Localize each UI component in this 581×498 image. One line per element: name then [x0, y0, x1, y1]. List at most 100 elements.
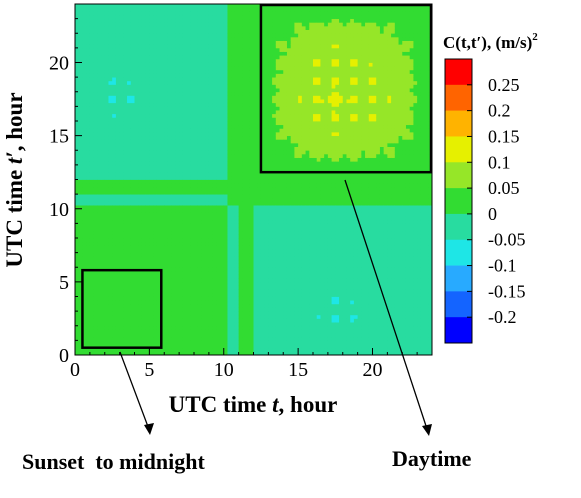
heatmap-cell — [182, 88, 187, 93]
heatmap-cell — [260, 248, 266, 254]
heatmap-cell — [234, 128, 240, 133]
heatmap-cell — [186, 80, 191, 85]
heatmap-cell — [238, 142, 243, 147]
heatmap-cell — [164, 161, 169, 166]
heatmap-cell — [141, 66, 147, 71]
heatmap-cell — [205, 113, 210, 118]
heatmap-cell — [194, 164, 199, 169]
heatmap-cell — [82, 194, 87, 199]
heatmap-cell — [97, 351, 102, 355]
heatmap-cell — [257, 110, 262, 115]
heatmap-cell — [101, 259, 106, 264]
heatmap-cell — [242, 175, 247, 180]
heatmap-cell — [153, 84, 158, 89]
heatmap-cell — [253, 14, 258, 20]
heatmap-cell — [242, 252, 247, 257]
heatmap-cell — [101, 51, 106, 56]
heatmap-cell — [82, 216, 87, 221]
heatmap-cell — [194, 146, 199, 151]
heatmap-cell — [130, 256, 135, 261]
heatmap-cell — [141, 172, 147, 177]
heatmap-cell — [231, 161, 236, 166]
heatmap-cell — [93, 278, 98, 283]
heatmap-cell — [249, 351, 254, 355]
heatmap-cell — [82, 329, 87, 334]
heatmap-cell — [123, 208, 128, 213]
heatmap-cell — [78, 292, 83, 297]
heatmap-cell — [97, 91, 102, 96]
heatmap-cell — [119, 289, 124, 294]
heatmap-cell — [89, 18, 94, 23]
heatmap-cell — [234, 219, 240, 224]
heatmap-cell — [149, 205, 154, 210]
heatmap-cell — [201, 190, 206, 195]
heatmap-cell — [104, 84, 109, 89]
heatmap-cell — [231, 270, 236, 275]
heatmap-cell — [75, 270, 80, 275]
heatmap-cell — [78, 212, 83, 217]
heatmap-cell — [227, 14, 232, 20]
heatmap-cell — [82, 197, 87, 202]
heatmap-cell — [167, 201, 173, 206]
heatmap-cell — [242, 131, 247, 137]
heatmap-cell — [119, 36, 124, 41]
heatmap-cell — [101, 212, 106, 217]
heatmap-cell — [234, 205, 240, 210]
heatmap-cell — [108, 110, 113, 115]
heatmap-cell — [134, 314, 139, 319]
heatmap-cell — [186, 95, 191, 100]
heatmap-cell — [75, 212, 80, 217]
heatmap-cell — [138, 51, 143, 56]
heatmap-cell — [75, 150, 80, 155]
heatmap-cell — [246, 300, 251, 305]
heatmap-cell — [223, 197, 228, 202]
heatmap-cells — [75, 4, 432, 355]
heatmap-cell — [112, 73, 117, 78]
heatmap-cell — [75, 175, 80, 180]
heatmap-cell — [238, 150, 243, 155]
heatmap-cell — [264, 351, 269, 355]
heatmap-cell — [249, 197, 254, 202]
heatmap-cell — [182, 234, 187, 239]
heatmap-cell — [231, 252, 236, 257]
heatmap-cell — [227, 124, 232, 129]
heatmap-cell — [257, 300, 262, 305]
heatmap-cell — [134, 190, 139, 195]
heatmap-cell — [75, 62, 80, 67]
heatmap-cell — [223, 329, 228, 334]
heatmap-cell — [231, 227, 236, 232]
heatmap-cell — [167, 153, 173, 158]
heatmap-cell — [179, 29, 184, 34]
heatmap-cell — [242, 69, 247, 74]
heatmap-cell — [201, 296, 206, 301]
heatmap-cell — [208, 314, 213, 319]
heatmap-cell — [149, 161, 154, 166]
heatmap-cell — [153, 33, 158, 38]
heatmap-cell — [227, 110, 232, 115]
heatmap-cell — [190, 44, 195, 49]
heatmap-cell — [164, 172, 169, 177]
heatmap-cell — [127, 303, 132, 308]
heatmap-cell — [156, 7, 161, 12]
heatmap-cell — [101, 4, 106, 9]
heatmap-cell — [97, 84, 102, 89]
heatmap-cell — [227, 303, 232, 308]
heatmap-cell — [264, 230, 269, 235]
heatmap-cell — [257, 36, 262, 41]
heatmap-cell — [89, 216, 94, 221]
heatmap-cell — [194, 172, 199, 177]
heatmap-cell — [220, 47, 225, 52]
heatmap-cell — [234, 333, 240, 338]
heatmap-cell — [127, 194, 132, 199]
heatmap-cell — [264, 168, 269, 173]
heatmap-cell — [101, 205, 106, 210]
heatmap-cell — [127, 329, 132, 334]
heatmap-cell — [141, 121, 147, 126]
heatmap-cell — [216, 117, 221, 122]
heatmap-cell — [205, 18, 210, 23]
heatmap-cell — [234, 18, 240, 23]
heatmap-cell — [82, 131, 87, 137]
heatmap-cell — [93, 66, 98, 71]
heatmap-cell — [104, 117, 109, 122]
heatmap-cell — [212, 99, 217, 104]
